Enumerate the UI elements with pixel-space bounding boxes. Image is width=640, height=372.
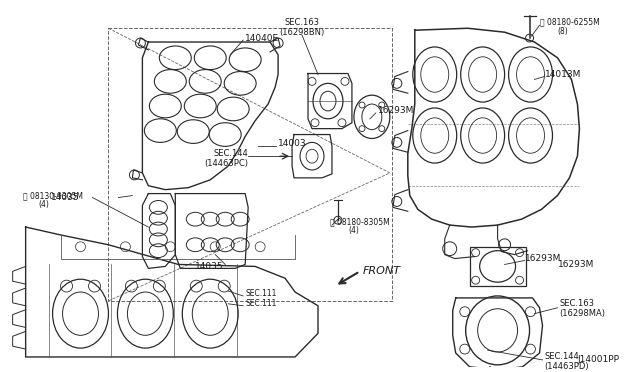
Text: (14463PD): (14463PD) <box>545 362 589 371</box>
Text: FRONT: FRONT <box>363 266 401 276</box>
Text: (8): (8) <box>557 27 568 36</box>
Text: 14035: 14035 <box>51 193 79 202</box>
Bar <box>470 247 525 286</box>
Text: 16293M: 16293M <box>525 254 561 263</box>
Text: (16298BN): (16298BN) <box>280 28 324 37</box>
Text: 14040E: 14040E <box>245 33 279 42</box>
Text: (16298MA): (16298MA) <box>559 309 605 318</box>
Text: (4): (4) <box>38 200 49 209</box>
Text: Ⓑ 08180-8305M: Ⓑ 08180-8305M <box>330 218 390 227</box>
Text: SEC.111: SEC.111 <box>245 299 276 308</box>
Text: (4): (4) <box>348 227 359 235</box>
Text: 14035: 14035 <box>195 262 224 271</box>
Text: Ⓑ 08180-6255M: Ⓑ 08180-6255M <box>540 18 599 27</box>
Text: SEC.144: SEC.144 <box>213 149 248 158</box>
Text: SEC.111: SEC.111 <box>245 289 276 298</box>
Text: 14013M: 14013M <box>545 70 581 79</box>
Text: (14463PC): (14463PC) <box>204 158 248 167</box>
Text: J14001PP: J14001PP <box>577 355 620 365</box>
Text: 16293M: 16293M <box>378 106 414 115</box>
Text: SEC.163: SEC.163 <box>559 299 595 308</box>
Text: Ⓑ 08130-9305M: Ⓑ 08130-9305M <box>22 191 83 200</box>
Text: 14003: 14003 <box>278 139 307 148</box>
Text: SEC.163: SEC.163 <box>285 18 319 27</box>
Text: 16293M: 16293M <box>557 260 594 269</box>
Text: SEC.144: SEC.144 <box>545 352 579 362</box>
